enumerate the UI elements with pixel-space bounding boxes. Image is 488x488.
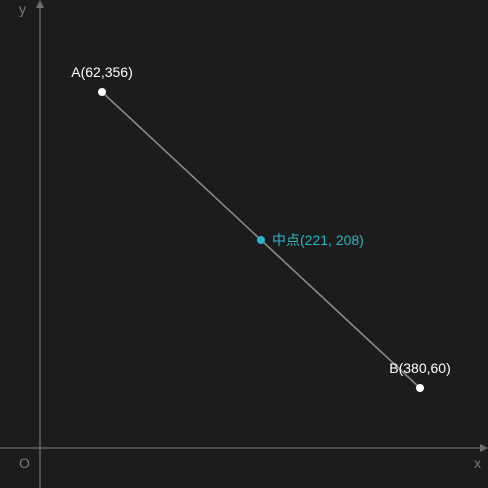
x-axis-label: x [474,455,481,471]
y-axis-label: y [19,1,26,17]
point-a[interactable] [98,88,106,96]
x-axis-arrow-icon [480,444,488,452]
midpoint[interactable] [257,236,265,244]
y-axis-arrow-icon [36,0,44,8]
point-a-label: A(62,356) [71,64,132,80]
point-b-label: B(380,60) [389,360,450,376]
point-b[interactable] [416,384,424,392]
midpoint-label: 中点(221, 208) [272,232,364,248]
origin-label: O [19,455,30,471]
